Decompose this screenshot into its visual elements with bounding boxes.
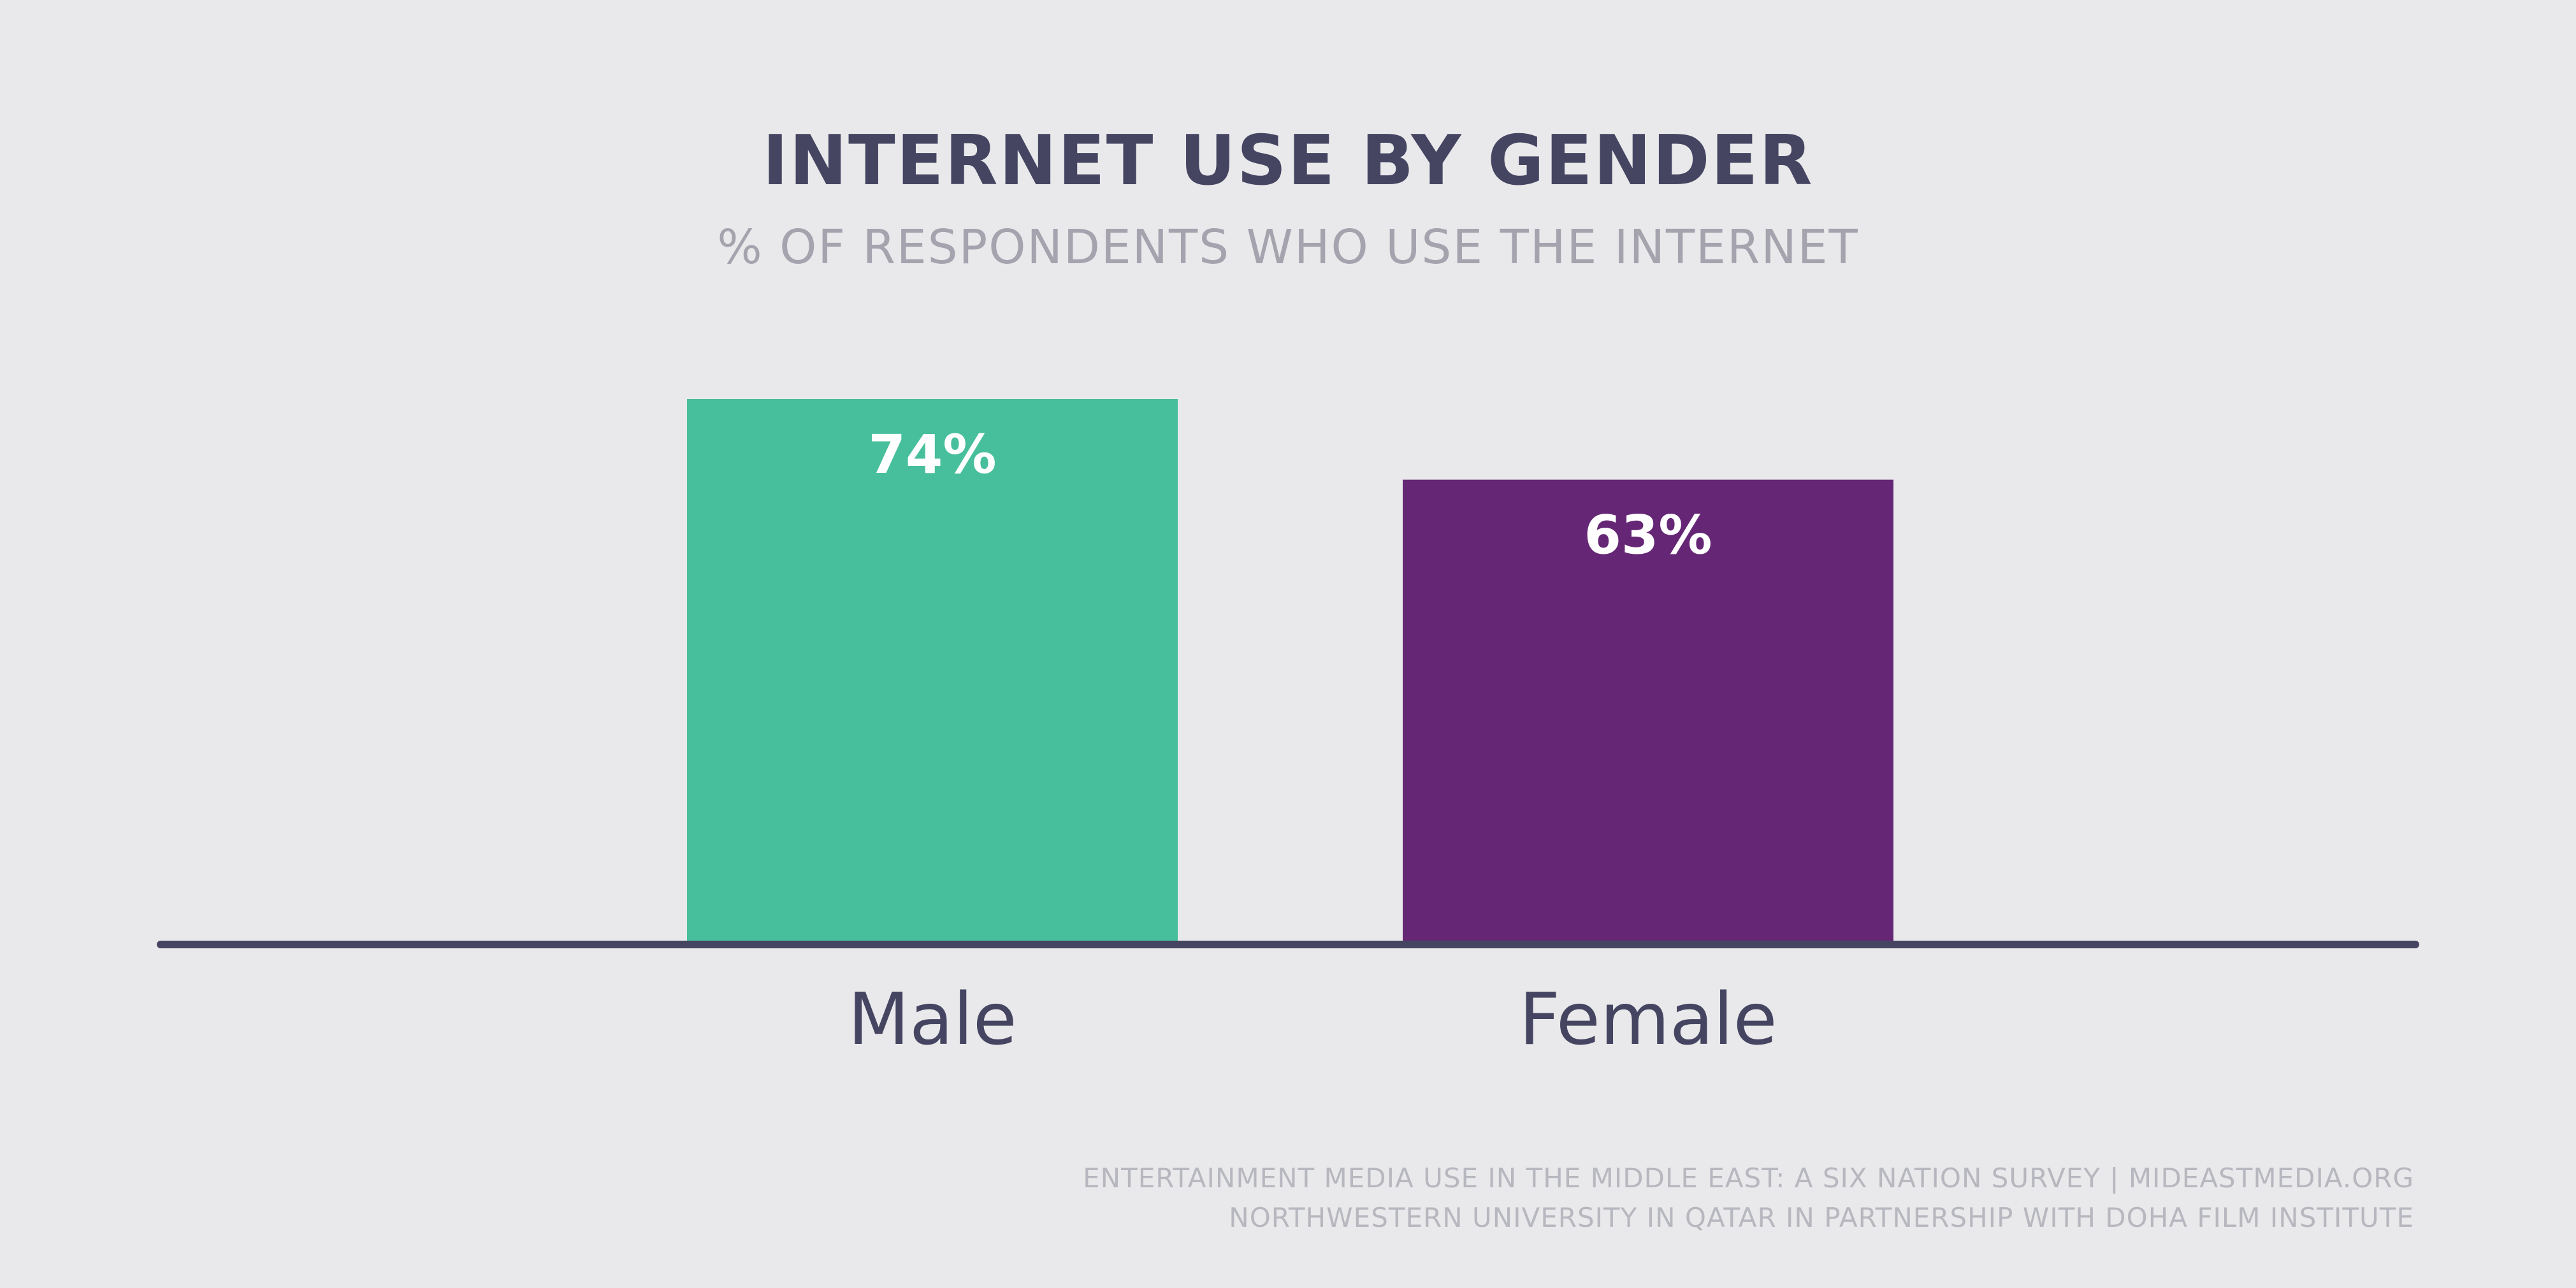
chart-title: INTERNET USE BY GENDER [762, 121, 1814, 201]
bar-male [687, 399, 1178, 942]
category-label-male: Male [848, 978, 1017, 1061]
data-label-female: 63% [1584, 504, 1712, 567]
bar-female [1403, 479, 1893, 942]
chart-subtitle: % OF RESPONDENTS WHO USE THE INTERNET [717, 220, 1859, 275]
category-label-female: Female [1519, 978, 1777, 1061]
credit-line: NORTHWESTERN UNIVERSITY IN QATAR IN PART… [1229, 1202, 2414, 1233]
source-line: ENTERTAINMENT MEDIA USE IN THE MIDDLE EA… [1083, 1162, 2414, 1194]
data-label-male: 74% [868, 423, 996, 486]
